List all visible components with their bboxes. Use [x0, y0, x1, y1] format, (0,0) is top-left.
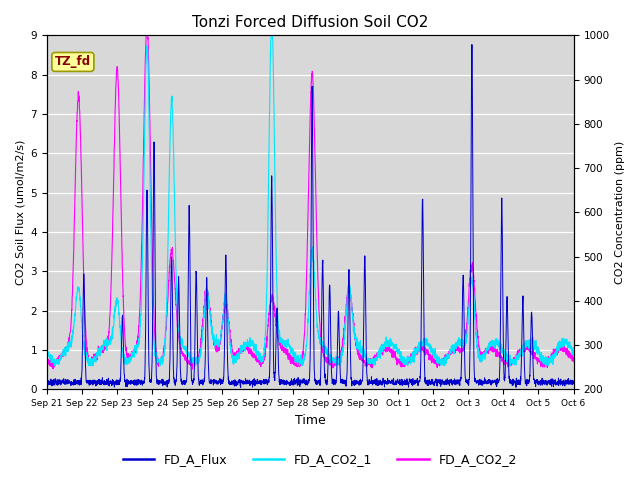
Legend: FD_A_Flux, FD_A_CO2_1, FD_A_CO2_2: FD_A_Flux, FD_A_CO2_1, FD_A_CO2_2: [118, 448, 522, 471]
Text: TZ_fd: TZ_fd: [55, 55, 91, 69]
Title: Tonzi Forced Diffusion Soil CO2: Tonzi Forced Diffusion Soil CO2: [192, 15, 428, 30]
Y-axis label: CO2 Concentration (ppm): CO2 Concentration (ppm): [615, 141, 625, 284]
Y-axis label: CO2 Soil Flux (umol/m2/s): CO2 Soil Flux (umol/m2/s): [15, 140, 25, 285]
X-axis label: Time: Time: [295, 414, 326, 427]
